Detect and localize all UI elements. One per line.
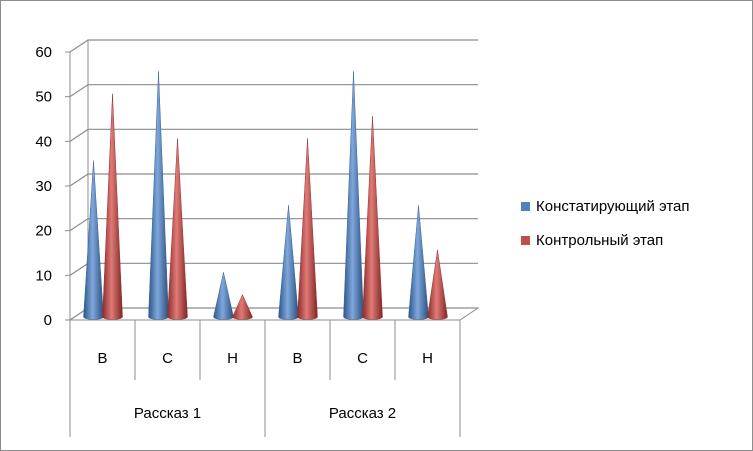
category-label: С (357, 350, 368, 367)
cone (427, 249, 448, 320)
category-label: В (292, 350, 302, 367)
cone (102, 93, 123, 320)
cone-body (408, 205, 429, 320)
category-label: С (162, 350, 173, 367)
legend: Констатирующий этап Контрольный этап (521, 198, 690, 249)
cone (297, 138, 318, 320)
y-tick-label: 20 (35, 223, 52, 240)
y-tick-label: 10 (35, 267, 52, 284)
y-tick-label: 50 (35, 89, 52, 106)
legend-swatch (521, 202, 530, 211)
cone (167, 138, 188, 320)
category-label: Н (227, 350, 238, 367)
cone-body (102, 93, 123, 320)
y-tick-label: 30 (35, 178, 52, 195)
group-label: Рассказ 2 (329, 405, 396, 422)
cone-body (427, 249, 448, 320)
legend-label: Контрольный этап (536, 232, 663, 249)
cone (278, 205, 299, 320)
cone-body (297, 138, 318, 320)
cone (148, 71, 169, 320)
cone-body (167, 138, 188, 320)
x-axis: В С Н В С Н Рассказ 1 Рассказ 2 (69, 319, 461, 437)
gridline (69, 173, 478, 187)
cone-body (213, 272, 234, 320)
y-tick-label: 60 (35, 44, 52, 61)
category-label: Н (422, 350, 433, 367)
cone (83, 160, 104, 320)
cone (362, 115, 383, 320)
y-axis: 0 10 20 30 40 50 60 (35, 44, 71, 329)
cone-body (343, 71, 364, 320)
gridline (69, 128, 478, 142)
cone-body (232, 294, 253, 320)
gridline (69, 84, 478, 98)
legend-swatch (521, 236, 530, 245)
legend-label: Констатирующий этап (536, 198, 690, 215)
y-tick-label: 0 (44, 312, 52, 329)
cone-body (83, 160, 104, 320)
cone-body (148, 71, 169, 320)
cone (213, 272, 234, 320)
y-tick-label: 40 (35, 133, 52, 150)
cone (408, 205, 429, 320)
data-marks (83, 71, 448, 320)
cone-body (278, 205, 299, 320)
category-label: В (97, 350, 107, 367)
cone (343, 71, 364, 320)
gridline (69, 39, 478, 53)
cone (232, 294, 253, 320)
group-label: Рассказ 1 (134, 405, 201, 422)
cone-body (362, 115, 383, 320)
